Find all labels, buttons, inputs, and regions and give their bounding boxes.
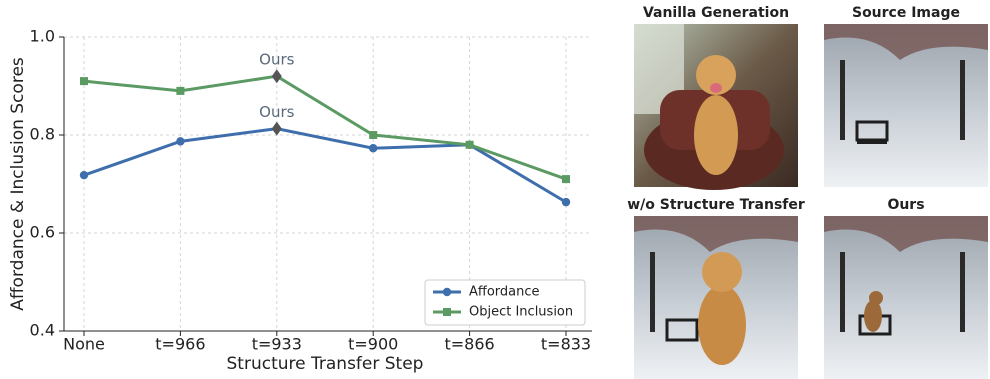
- x-tick-label: t=833: [541, 335, 591, 354]
- image-title: Ours: [887, 197, 924, 213]
- legend-marker: [443, 308, 451, 316]
- image-ours: [824, 216, 988, 379]
- image-vanilla: [634, 24, 798, 190]
- legend-label: Affordance: [469, 285, 540, 300]
- x-tick-label: t=900: [348, 335, 398, 354]
- legend-label: Object Inclusion: [469, 305, 573, 320]
- legend-marker: [443, 288, 451, 296]
- y-tick-label: 1.0: [30, 27, 55, 46]
- point: [369, 144, 377, 152]
- x-tick-label: t=966: [155, 335, 205, 354]
- line-series: [84, 129, 566, 203]
- line-series: [84, 76, 566, 179]
- point: [80, 171, 88, 179]
- y-tick-label: 0.8: [30, 125, 55, 144]
- annotation: Ours: [259, 103, 294, 121]
- point-highlight: [272, 69, 282, 83]
- image-panels: Vanilla Generation Source Image w/o Stru…: [627, 5, 988, 379]
- image-source: [824, 24, 988, 187]
- point: [562, 175, 570, 183]
- point-highlight: [272, 122, 282, 136]
- point: [369, 131, 377, 139]
- image-title: w/o Structure Transfer: [627, 197, 805, 213]
- figure: Vanilla Generation Source Image w/o Stru…: [0, 0, 990, 379]
- point: [562, 198, 570, 206]
- image-wo-structure: [634, 216, 798, 379]
- page: {"chart_data": {"type": "line", "x_label…: [0, 0, 990, 379]
- point: [80, 77, 88, 85]
- image-title: Vanilla Generation: [643, 5, 789, 21]
- y-tick-label: 0.6: [30, 223, 55, 242]
- point: [176, 87, 184, 95]
- x-tick-label: t=933: [252, 335, 302, 354]
- x-tick-label: None: [63, 335, 105, 354]
- annotation: Ours: [259, 51, 294, 69]
- point: [466, 141, 474, 149]
- point: [176, 137, 184, 145]
- y-tick-label: 0.4: [30, 321, 55, 340]
- y-axis-title: Affordance & Inclusion Scores: [8, 57, 28, 311]
- x-axis-title: Structure Transfer Step: [227, 354, 424, 374]
- x-tick-label: t=866: [444, 335, 494, 354]
- image-title: Source Image: [852, 5, 960, 21]
